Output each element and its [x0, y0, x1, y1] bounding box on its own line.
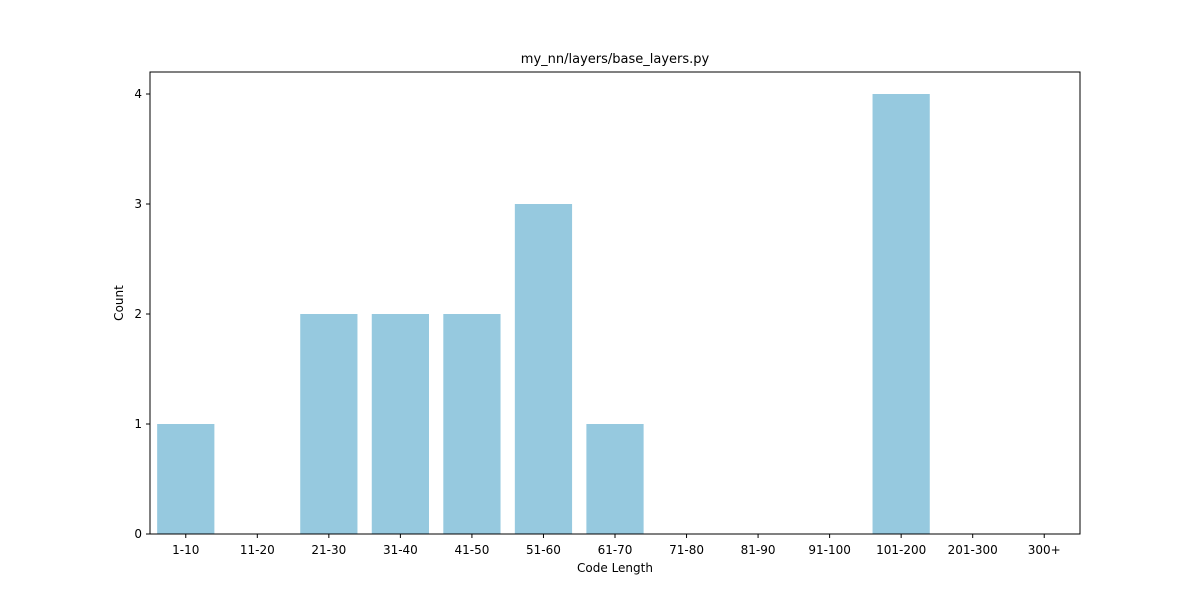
- bar-51-60: [514, 204, 573, 534]
- x-tick-label: 51-60: [526, 543, 561, 557]
- y-tick-label: 2: [134, 307, 142, 321]
- bar-21-30: [300, 314, 358, 534]
- x-tick-label: 61-70: [598, 543, 633, 557]
- x-axis: 1-10 11-20 21-30 31-40 41-50 51-60 61-70 71-80 8…: [172, 534, 1061, 557]
- x-tick-label: 101-200: [876, 543, 926, 557]
- x-tick-label: 31-40: [383, 543, 418, 557]
- bars-layer: [157, 94, 930, 534]
- x-tick-label: 1-10: [172, 543, 199, 557]
- bar-61-70: [586, 424, 644, 534]
- x-tick-label: 300+: [1028, 543, 1061, 557]
- y-axis: 0 1 2 3 4: [134, 87, 150, 541]
- x-tick-label: 91-100: [808, 543, 851, 557]
- y-tick-label: 1: [134, 417, 142, 431]
- bar-101-200: [872, 94, 930, 534]
- y-tick-label: 4: [134, 87, 142, 101]
- x-tick-label: 71-80: [669, 543, 704, 557]
- x-axis-label: Code Length: [577, 561, 653, 575]
- x-tick-label: 11-20: [240, 543, 275, 557]
- x-tick-label: 21-30: [311, 543, 346, 557]
- bar-41-50: [443, 314, 501, 534]
- bar-1-10: [157, 424, 215, 534]
- bar-31-40: [371, 314, 429, 534]
- x-tick-label: 41-50: [454, 543, 489, 557]
- y-axis-label: Count: [112, 285, 126, 321]
- x-tick-label: 81-90: [741, 543, 776, 557]
- x-tick-label: 201-300: [948, 543, 998, 557]
- y-tick-label: 0: [134, 527, 142, 541]
- y-tick-label: 3: [134, 197, 142, 211]
- chart-title: my_nn/layers/base_layers.py: [521, 52, 710, 67]
